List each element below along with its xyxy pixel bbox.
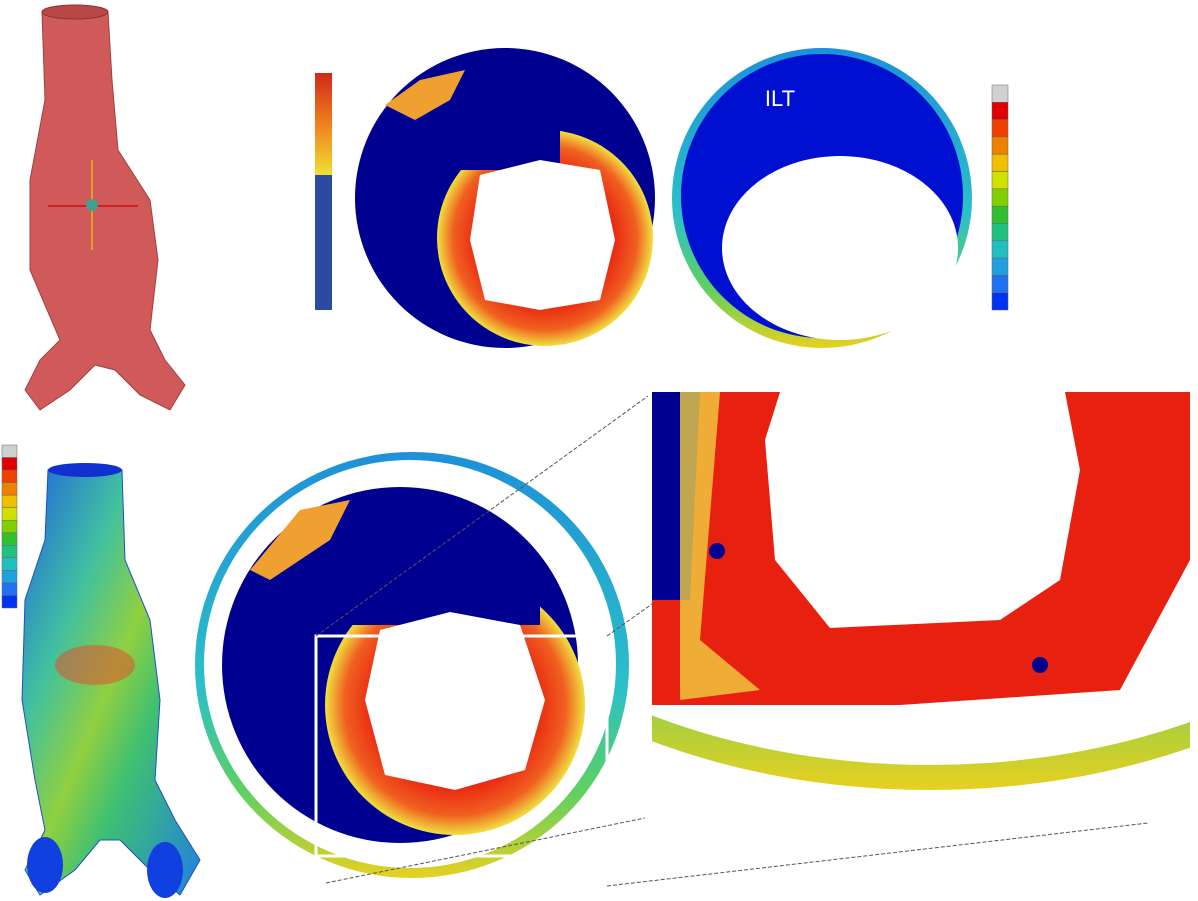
color-swatch [991,275,1009,293]
color-swatch [1,557,18,571]
color-swatch [991,119,1009,138]
color-bar [315,73,332,310]
color-swatch [1,469,18,483]
zoom-connectors [315,395,1149,887]
color-swatch [1,457,18,471]
color-swatch [1,519,18,534]
color-swatch [991,188,1009,207]
combined-section [195,452,629,878]
color-swatch [991,84,1009,103]
color-swatch [1,482,18,496]
color-swatch [991,171,1009,190]
color-swatch [1,595,18,609]
color-swatch [1,507,18,521]
zoom-panel [652,392,1190,802]
color-swatch [991,223,1009,242]
color-swatch [991,292,1009,311]
color-swatch [1,570,18,584]
color-swatch [1,545,18,559]
color-swatch [991,102,1009,120]
color-swatch [991,205,1009,224]
color-bar [991,84,1009,311]
color-swatch [1,444,18,458]
aorta-model [24,4,186,411]
color-swatch [991,136,1009,155]
color-swatch [1,532,18,546]
annotation: ILT [765,86,795,111]
color-swatch [1,582,18,596]
stress-model [21,463,201,898]
color-swatch [991,240,1009,259]
color-swatch [991,153,1009,172]
ring-section: ILT [672,48,972,348]
color-swatch [991,257,1009,276]
cross-section [355,48,655,348]
color-bar [1,444,18,609]
color-swatch [1,494,18,508]
